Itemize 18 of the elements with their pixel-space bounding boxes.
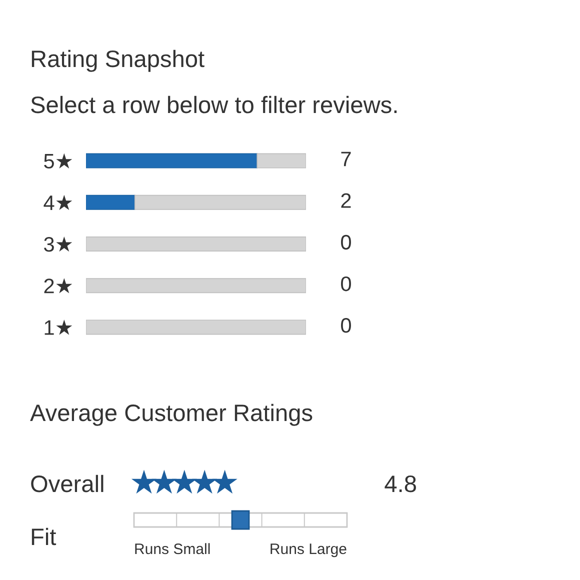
data-label: 7 <box>341 152 351 166</box>
text: Runs Large <box>270 544 346 558</box>
data-label: 2 <box>341 193 351 208</box>
y-tick-label: 1★ <box>44 320 72 335</box>
text: Runs Small <box>135 543 210 554</box>
text: 4.8 <box>384 476 416 492</box>
chart-subtitle: Select a row below to filter reviews. <box>31 96 397 114</box>
y-tick-label: 4★ <box>44 194 72 210</box>
data-label: 0 <box>341 276 351 292</box>
text: Overall <box>31 474 104 492</box>
chart-title: Rating Snapshot <box>32 50 204 72</box>
y-tick-label: 5★ <box>44 153 72 169</box>
y-tick-label: 3★ <box>44 236 72 252</box>
text: Fit <box>32 528 56 546</box>
text: Average Customer Ratings <box>30 404 312 426</box>
data-label: 0 <box>341 318 351 333</box>
data-label: 0 <box>341 234 351 250</box>
y-tick-label: 2★ <box>44 278 72 294</box>
